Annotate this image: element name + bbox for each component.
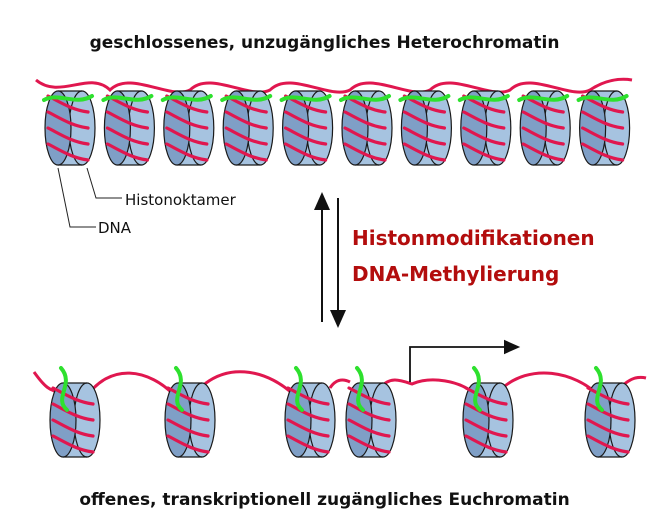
nucleosome — [462, 366, 514, 458]
histone-modification-label: Histonmodifikationen — [352, 226, 595, 250]
nucleosome — [460, 90, 512, 166]
nucleosome — [49, 366, 101, 458]
nucleosome — [222, 90, 274, 166]
nucleosome — [164, 366, 216, 458]
histone-leader-line — [86, 167, 122, 199]
nucleosome — [284, 366, 336, 458]
nucleosome — [341, 90, 393, 166]
nucleosome — [519, 90, 571, 166]
nucleosome — [584, 366, 636, 458]
nucleosome — [44, 90, 96, 166]
heterochromatin-title: geschlossenes, unzugängliches Heterochro… — [89, 33, 560, 53]
dna-label: DNA — [98, 219, 132, 237]
euchromatin-title: offenes, transkriptionell zugängliches E… — [79, 490, 570, 510]
nucleosome — [345, 366, 397, 458]
heterochromatin-fiber — [35, 77, 633, 166]
dna-leader-line — [57, 167, 96, 228]
nucleosome — [163, 90, 215, 166]
nucleosome — [400, 90, 452, 166]
nucleosome — [578, 90, 631, 166]
nucleosome — [103, 90, 155, 166]
dna-methylation-label: DNA-Methylierung — [352, 262, 560, 286]
transcription-start-arrow-icon — [409, 339, 521, 382]
nucleosome — [282, 90, 334, 166]
histone-octamer-label: Histonoktamer — [125, 191, 236, 209]
euchromatin-fiber — [32, 366, 647, 458]
